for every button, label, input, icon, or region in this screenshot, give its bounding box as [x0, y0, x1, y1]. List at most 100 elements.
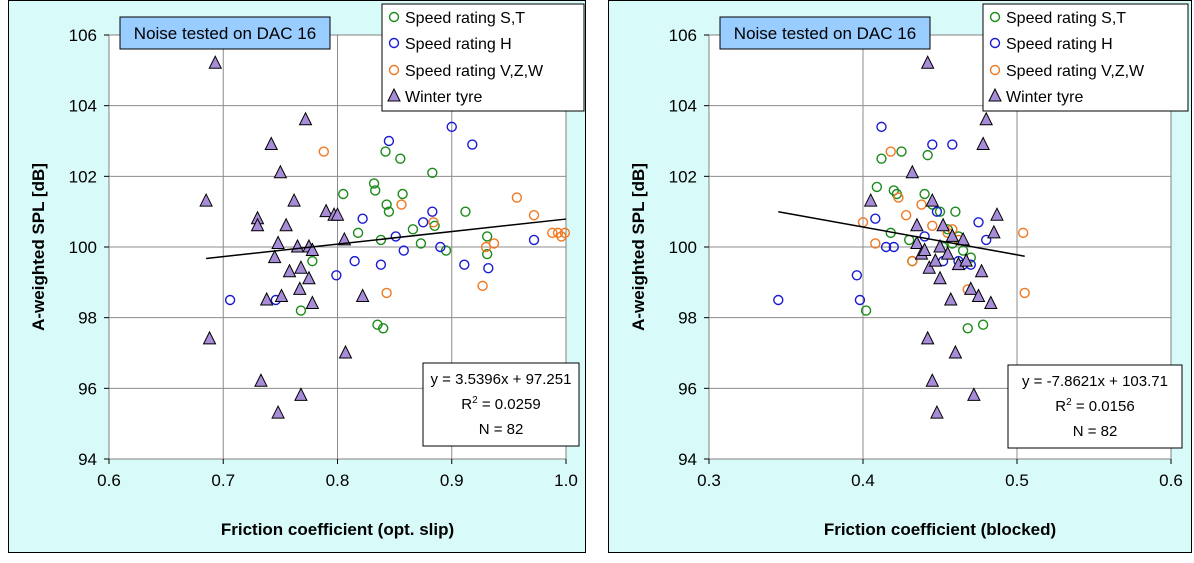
stats-box — [422, 362, 580, 447]
data-point — [896, 146, 907, 157]
series-3 — [857, 146, 1030, 299]
data-point — [383, 135, 395, 147]
legend-marker — [989, 11, 1001, 23]
data-point — [378, 323, 389, 334]
y-tick-label: 98 — [678, 309, 697, 328]
data-point — [528, 234, 540, 246]
data-point — [934, 206, 946, 217]
data-point — [971, 288, 986, 302]
y-tick-label: 100 — [69, 238, 97, 257]
data-point — [349, 255, 360, 267]
legend-box — [982, 3, 1189, 112]
data-point — [295, 305, 307, 316]
data-point — [900, 209, 912, 221]
data-point — [933, 270, 947, 285]
data-point — [483, 263, 494, 274]
r-squared-prefix: R — [461, 396, 472, 413]
data-point — [305, 295, 320, 310]
legend-label: Speed rating S,T — [1006, 10, 1126, 27]
data-point — [375, 259, 387, 270]
data-point — [974, 263, 989, 278]
data-point — [990, 207, 1004, 221]
x-tick-label: 0.7 — [211, 471, 235, 490]
data-point — [559, 227, 571, 239]
series-4 — [863, 55, 1004, 419]
legend-marker — [989, 37, 1001, 49]
data-point — [427, 206, 438, 217]
title-box-text: Noise tested on DAC 16 — [734, 24, 916, 43]
data-point — [459, 259, 470, 270]
data-point — [481, 248, 493, 260]
data-point — [919, 231, 930, 242]
x-tick-label: 0.6 — [1159, 471, 1183, 490]
data-point — [383, 206, 395, 217]
r-squared-superscript: 2 — [472, 395, 478, 406]
data-point — [511, 192, 523, 203]
data-point — [967, 387, 981, 401]
data-point — [199, 192, 213, 207]
data-point — [933, 238, 947, 253]
data-point — [910, 235, 924, 249]
y-tick-label: 104 — [669, 97, 697, 116]
data-point — [460, 206, 471, 217]
x-tick-label: 0.3 — [697, 471, 721, 490]
data-point — [905, 164, 920, 179]
legend-marker — [387, 87, 401, 102]
data-point — [267, 249, 282, 264]
data-point — [446, 121, 457, 133]
data-point — [287, 192, 301, 207]
r-squared: R2 = 0.0156 — [1055, 397, 1134, 415]
data-point — [1017, 227, 1029, 239]
legend-marker — [388, 11, 400, 23]
title-box-text: Noise tested on DAC 16 — [134, 24, 316, 43]
data-point — [860, 305, 872, 316]
data-point — [435, 241, 446, 253]
data-point — [963, 281, 978, 295]
legend-marker — [388, 37, 400, 49]
data-point — [920, 55, 935, 69]
r-squared-value: = 0.0259 — [478, 396, 541, 413]
legend-label: Speed rating S,T — [405, 10, 525, 27]
data-point — [876, 121, 887, 133]
data-point — [863, 192, 878, 207]
data-point — [282, 263, 297, 278]
y-tick-label: 106 — [69, 26, 97, 45]
y-tick-label: 96 — [78, 379, 97, 398]
y-tick-label: 94 — [678, 450, 697, 469]
series-2 — [224, 121, 540, 306]
data-point — [880, 241, 892, 253]
data-point — [930, 404, 944, 419]
data-point — [331, 270, 342, 281]
data-point — [417, 217, 429, 228]
data-point — [948, 344, 963, 359]
title-box — [719, 16, 931, 50]
data-point — [973, 217, 984, 228]
data-point — [398, 245, 409, 256]
data-point — [556, 231, 567, 242]
data-point — [977, 319, 989, 330]
data-point — [920, 330, 935, 345]
data-point — [950, 206, 961, 217]
data-point — [208, 55, 223, 69]
data-point — [922, 149, 933, 161]
chart-panel-2: 0.3 0.4 0.5 0.6 94 96 98 100 102 104 106 Friction c… — [608, 0, 1192, 553]
data-point — [907, 255, 918, 267]
data-point — [407, 224, 419, 235]
data-point — [396, 199, 407, 210]
legend-label: Speed rating H — [405, 36, 512, 53]
data-point — [959, 253, 973, 267]
data-point — [943, 291, 958, 306]
data-point — [368, 178, 380, 189]
data-point — [854, 294, 866, 306]
trend-line — [778, 211, 1025, 257]
data-point — [528, 209, 540, 221]
data-point — [279, 217, 293, 232]
data-point — [987, 224, 1001, 239]
data-point — [917, 242, 932, 257]
data-point — [381, 199, 392, 210]
data-point — [947, 139, 958, 150]
legend-marker — [988, 87, 1002, 102]
data-point — [888, 185, 899, 196]
x-axis-title: Friction coefficient (blocked) — [824, 520, 1056, 539]
